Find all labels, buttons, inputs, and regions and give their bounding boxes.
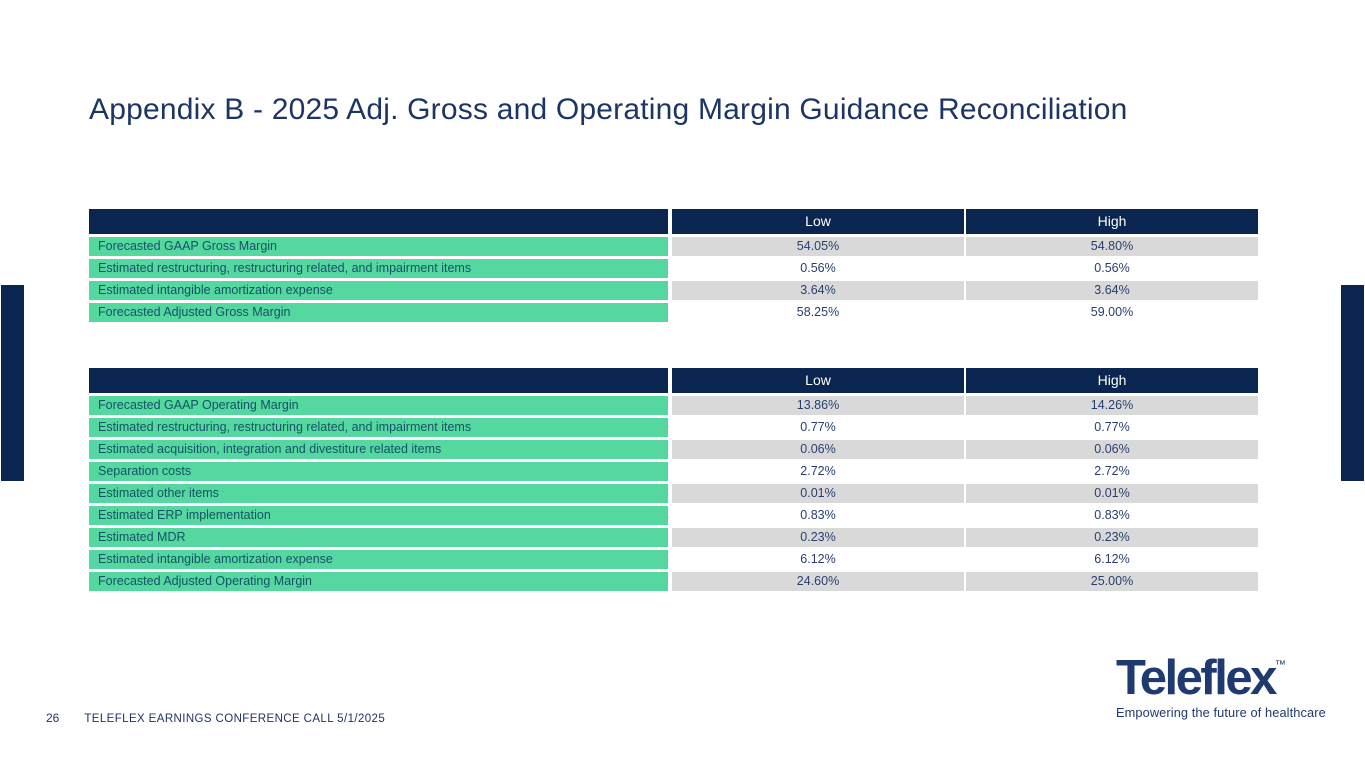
table-row: Estimated intangible amortization expens… [89,279,1258,303]
decorative-bar-right [1341,285,1364,481]
row-label: Estimated intangible amortization expens… [89,279,672,303]
table-row: Forecasted Adjusted Gross Margin 58.25% … [89,301,1258,325]
operating-margin-table: Low High Forecasted GAAP Operating Margi… [89,368,1258,594]
row-label: Forecasted Adjusted Operating Margin [89,570,672,594]
high-value: 0.77% [965,416,1258,440]
table-row: Estimated intangible amortization expens… [89,548,1258,572]
logo-brand-text: Teleflex [1116,651,1277,705]
low-value: 0.77% [670,416,966,440]
table-row: Separation costs 2.72% 2.72% [89,460,1258,484]
footer-text: TELEFLEX EARNINGS CONFERENCE CALL 5/1/20… [84,713,386,725]
low-value: 6.12% [670,548,966,572]
low-value: 0.06% [670,438,966,462]
page-title: Appendix B - 2025 Adj. Gross and Operati… [89,93,1128,126]
table-row: Estimated restructuring, restructuring r… [89,416,1258,440]
row-label: Estimated ERP implementation [89,504,672,528]
row-label: Forecasted Adjusted Gross Margin [89,301,672,325]
row-label: Separation costs [89,460,672,484]
low-value: 54.05% [670,235,966,259]
high-value: 0.23% [965,526,1258,550]
row-label: Estimated MDR [89,526,672,550]
footer: 26 TELEFLEX EARNINGS CONFERENCE CALL 5/1… [46,711,385,725]
row-label: Estimated intangible amortization expens… [89,548,672,572]
row-label: Estimated acquisition, integration and d… [89,438,672,462]
high-value: 0.56% [965,257,1258,281]
logo-tagline: Empowering the future of healthcare [1116,705,1326,720]
table-row: Estimated other items 0.01% 0.01% [89,482,1258,506]
table-row: Estimated restructuring, restructuring r… [89,257,1258,281]
trademark-symbol: ™ [1274,659,1286,671]
low-value: 0.56% [670,257,966,281]
high-value: 59.00% [965,301,1258,325]
low-value: 24.60% [670,570,966,594]
teleflex-logo: Teleflex™ Empowering the future of healt… [1116,654,1328,721]
low-value: 0.23% [670,526,966,550]
low-value: 0.83% [670,504,966,528]
column-header-high: High [965,368,1258,396]
low-value: 0.01% [670,482,966,506]
logo-wordmark: Teleflex™ [1116,654,1328,703]
high-value: 0.83% [965,504,1258,528]
low-value: 2.72% [670,460,966,484]
high-value: 54.80% [965,235,1258,259]
table-row: Estimated ERP implementation 0.83% 0.83% [89,504,1258,528]
high-value: 25.00% [965,570,1258,594]
row-label: Estimated other items [89,482,672,506]
page-number: 26 [46,711,60,725]
low-value: 13.86% [670,394,966,418]
high-value: 0.06% [965,438,1258,462]
column-header-high: High [965,209,1258,237]
row-label: Estimated restructuring, restructuring r… [89,257,672,281]
column-header-low: Low [670,209,966,237]
empty-header-cell [89,368,672,396]
column-header-low: Low [670,368,966,396]
high-value: 6.12% [965,548,1258,572]
table-row: Forecasted Adjusted Operating Margin 24.… [89,570,1258,594]
table-row: Estimated MDR 0.23% 0.23% [89,526,1258,550]
decorative-bar-left [1,285,24,481]
table-row: Forecasted GAAP Operating Margin 13.86% … [89,394,1258,418]
empty-header-cell [89,209,672,237]
high-value: 0.01% [965,482,1258,506]
row-label: Estimated restructuring, restructuring r… [89,416,672,440]
gross-margin-table: Low High Forecasted GAAP Gross Margin 54… [89,209,1258,325]
table-header-row: Low High [89,368,1258,396]
low-value: 3.64% [670,279,966,303]
table-row: Estimated acquisition, integration and d… [89,438,1258,462]
table-header-row: Low High [89,209,1258,237]
row-label: Forecasted GAAP Gross Margin [89,235,672,259]
high-value: 3.64% [965,279,1258,303]
low-value: 58.25% [670,301,966,325]
high-value: 14.26% [965,394,1258,418]
table-row: Forecasted GAAP Gross Margin 54.05% 54.8… [89,235,1258,259]
row-label: Forecasted GAAP Operating Margin [89,394,672,418]
high-value: 2.72% [965,460,1258,484]
